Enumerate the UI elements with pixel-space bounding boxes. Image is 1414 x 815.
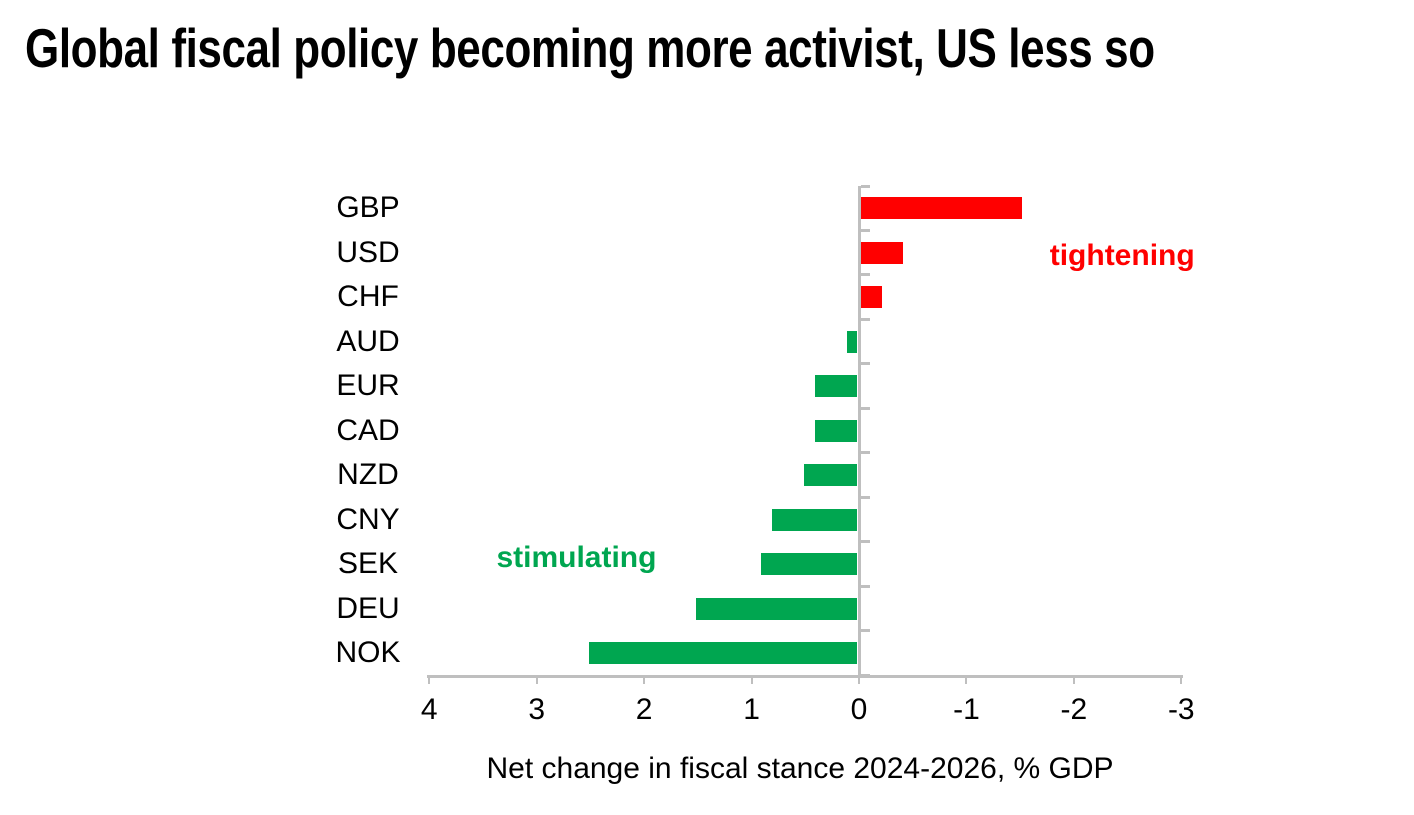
x-tick-label: 4 bbox=[420, 693, 438, 726]
x-tick-label: -2 bbox=[1060, 693, 1088, 726]
x-axis-label: Net change in fiscal stance 2024-2026, %… bbox=[486, 752, 1114, 785]
x-axis-tick bbox=[965, 675, 968, 685]
bar-nzd bbox=[803, 464, 858, 487]
category-axis-tick bbox=[860, 540, 870, 544]
bar-gbp bbox=[860, 197, 1022, 220]
x-axis-tick bbox=[535, 675, 538, 685]
x-axis-tick bbox=[643, 675, 646, 685]
bar-chf bbox=[860, 286, 882, 309]
category-label: DEU bbox=[336, 591, 400, 625]
bar-cad bbox=[814, 419, 858, 442]
bar-aud bbox=[846, 330, 858, 353]
category-axis-tick bbox=[860, 362, 870, 366]
category-axis-tick bbox=[860, 495, 870, 499]
category-axis-tick bbox=[860, 584, 870, 588]
category-axis-tick bbox=[860, 406, 870, 410]
x-axis-tick bbox=[1072, 675, 1075, 685]
category-axis-tick bbox=[860, 317, 870, 321]
category-axis-tick bbox=[860, 273, 870, 277]
chart-title: Global fiscal policy becoming more activ… bbox=[25, 16, 1414, 80]
bar-cny bbox=[771, 508, 858, 531]
category-label: CHF bbox=[337, 280, 399, 314]
bar-eur bbox=[814, 375, 858, 398]
category-axis-tick bbox=[860, 629, 870, 633]
bar-nok bbox=[588, 642, 858, 665]
x-axis-tick bbox=[858, 675, 860, 685]
x-tick-label: 3 bbox=[528, 693, 546, 726]
annotation-stimulating: stimulating bbox=[496, 541, 657, 575]
category-label: USD bbox=[336, 235, 400, 269]
category-label: AUD bbox=[336, 324, 400, 358]
annotation-tightening: tightening bbox=[1049, 238, 1195, 272]
category-label: NZD bbox=[337, 458, 399, 492]
zero-axis-line bbox=[857, 186, 861, 676]
category-label: CNY bbox=[336, 502, 400, 536]
x-axis-tick bbox=[428, 675, 431, 685]
category-label: CAD bbox=[336, 413, 400, 447]
x-tick-label: -1 bbox=[953, 693, 980, 726]
x-axis-line bbox=[427, 675, 1184, 679]
x-axis-tick bbox=[1180, 675, 1183, 685]
bar-deu bbox=[696, 597, 858, 620]
bar-usd bbox=[860, 241, 904, 264]
category-axis-tick bbox=[860, 228, 870, 232]
category-label: SEK bbox=[337, 547, 399, 581]
category-axis-tick bbox=[860, 184, 870, 188]
x-tick-label: 1 bbox=[743, 693, 760, 726]
x-tick-label: 2 bbox=[635, 693, 653, 726]
category-label: GBP bbox=[336, 191, 400, 225]
x-tick-label: -3 bbox=[1167, 693, 1195, 726]
category-label: EUR bbox=[336, 369, 400, 403]
x-tick-label: 0 bbox=[850, 693, 868, 726]
x-axis-tick bbox=[750, 675, 753, 685]
bar-sek bbox=[760, 553, 858, 576]
chart-title-text: Global fiscal policy becoming more activ… bbox=[25, 17, 1155, 79]
category-axis-tick bbox=[860, 451, 870, 455]
category-label: NOK bbox=[335, 636, 401, 670]
